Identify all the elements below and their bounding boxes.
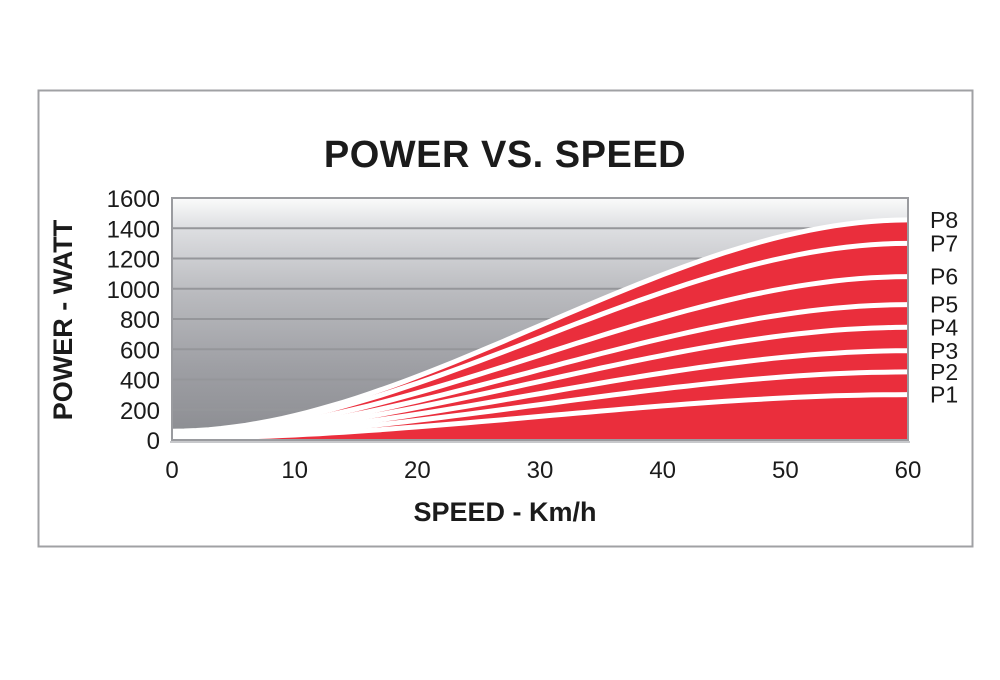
x-tick-label-20: 20: [404, 457, 431, 484]
y-axis-title: POWER - WATT: [48, 219, 78, 420]
y-tick-label-1000: 1000: [107, 277, 160, 304]
series-label-P6: P6: [930, 264, 958, 290]
series-label-P7: P7: [930, 230, 958, 256]
series-label-P4: P4: [930, 314, 958, 340]
y-tick-label-1200: 1200: [107, 247, 160, 274]
y-tick-label-600: 600: [120, 337, 160, 364]
series-label-P8: P8: [930, 207, 958, 233]
chart-canvas: 0102030405060020040060080010001200140016…: [0, 0, 1000, 680]
x-tick-label-40: 40: [649, 457, 676, 484]
y-tick-label-1400: 1400: [107, 216, 160, 243]
series-label-P5: P5: [930, 292, 958, 318]
y-tick-label-1600: 1600: [107, 186, 160, 213]
y-tick-label-0: 0: [147, 428, 160, 455]
y-tick-label-400: 400: [120, 368, 160, 395]
figure: 0102030405060020040060080010001200140016…: [0, 0, 1000, 680]
x-tick-label-0: 0: [165, 457, 178, 484]
chart-title: POWER VS. SPEED: [324, 134, 686, 176]
y-tick-label-200: 200: [120, 398, 160, 425]
x-axis-title: SPEED - Km/h: [413, 497, 596, 527]
series-label-P3: P3: [930, 338, 958, 364]
series-label-P1: P1: [930, 382, 958, 408]
y-tick-label-800: 800: [120, 307, 160, 334]
x-tick-label-50: 50: [772, 457, 799, 484]
x-tick-label-10: 10: [281, 457, 308, 484]
x-tick-label-60: 60: [895, 457, 922, 484]
x-tick-label-30: 30: [527, 457, 554, 484]
